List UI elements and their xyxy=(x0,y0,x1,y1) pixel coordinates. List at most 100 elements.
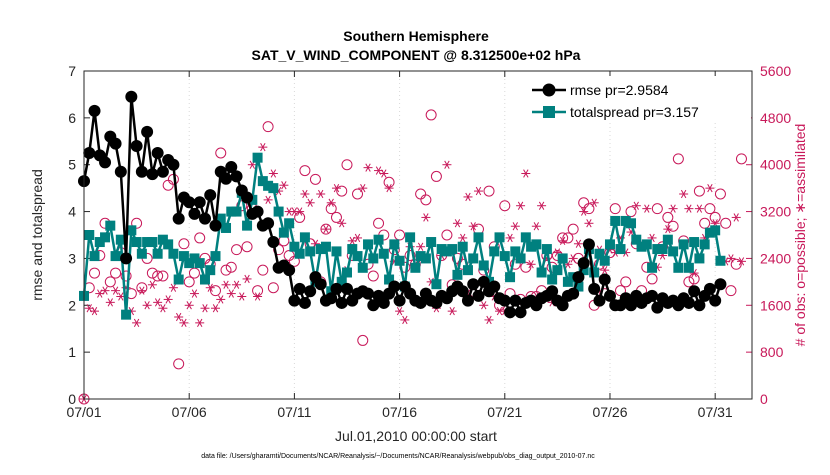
asterisk-stroke xyxy=(254,292,261,301)
possible-point xyxy=(120,270,132,282)
assimilated-point xyxy=(473,186,483,196)
assimilated-point xyxy=(353,233,363,243)
totalspread-point xyxy=(173,274,184,285)
totalspread-point xyxy=(373,234,384,245)
asterisk-stroke xyxy=(512,222,518,231)
rmse-point xyxy=(567,287,580,300)
asterisk-stroke xyxy=(481,301,487,310)
asterisk-stroke xyxy=(207,283,213,292)
assimilated-point xyxy=(305,198,315,207)
totalspread-point xyxy=(489,246,500,257)
totalspread-point xyxy=(378,248,389,259)
totalspread-point xyxy=(121,309,132,320)
totalspread-point xyxy=(610,215,621,226)
assimilated-point xyxy=(458,233,468,243)
rmse-point xyxy=(467,278,480,291)
asterisk-stroke xyxy=(91,306,98,316)
totalspread-point xyxy=(515,253,526,264)
totalspread-point xyxy=(420,253,431,264)
possible-point xyxy=(420,194,432,206)
rmse-point xyxy=(220,172,233,185)
totalspread-point xyxy=(294,248,305,259)
totalspread-point xyxy=(510,246,521,257)
y-right-tick-label: 1600 xyxy=(760,297,791,313)
y-left-tick-label: 2 xyxy=(68,297,76,313)
possible-point xyxy=(299,165,311,177)
totalspread-point xyxy=(426,237,437,248)
possible-point xyxy=(730,258,742,270)
assimilated-point xyxy=(210,304,220,313)
totalspread-point xyxy=(252,152,263,163)
possible-point xyxy=(373,217,385,229)
assimilated-point xyxy=(584,219,594,228)
x-tick-label: 07/16 xyxy=(382,404,417,420)
x-axis: 07/01 07/06 07/11 07/16 07/21 07/26 07/31 xyxy=(66,71,733,420)
assimilated-point xyxy=(200,304,210,313)
asterisk-stroke xyxy=(623,248,629,257)
assimilated-point xyxy=(468,222,478,231)
assimilated-point xyxy=(195,318,205,328)
totalspread-point xyxy=(184,258,195,269)
assimilated-point xyxy=(479,301,489,310)
legend: rmse pr=2.9584 totalspread pr=3.157 xyxy=(527,76,751,122)
assimilated-point xyxy=(174,312,184,322)
y-left-tick-label: 5 xyxy=(68,157,76,173)
totalspread-point xyxy=(110,251,121,262)
possible-point xyxy=(131,217,143,229)
rmse-point xyxy=(393,294,406,307)
asterisk-stroke xyxy=(633,201,639,210)
rmse-point xyxy=(298,296,311,309)
rmse-point xyxy=(230,170,243,183)
possible-point xyxy=(578,197,590,209)
totalspread-point xyxy=(163,239,174,250)
totalspread-point xyxy=(152,248,163,259)
totalspread-point xyxy=(331,246,342,257)
totalspread-point xyxy=(631,234,642,245)
totalspread-point xyxy=(357,262,368,273)
totalspread-point xyxy=(273,206,284,217)
possible-point xyxy=(735,153,747,165)
asterisk-stroke xyxy=(396,306,403,316)
possible-point xyxy=(557,232,569,244)
totalspread-point xyxy=(405,232,416,243)
assimilated-point xyxy=(379,169,389,178)
totalspread-point xyxy=(299,232,310,243)
rmse-point xyxy=(135,165,148,178)
rmse-point xyxy=(109,137,122,150)
rmse-point xyxy=(703,282,716,295)
possible-point xyxy=(330,211,342,223)
rmse-point xyxy=(204,189,217,202)
asterisk-stroke xyxy=(691,268,697,278)
possible-point xyxy=(699,217,711,229)
possible-point xyxy=(188,267,200,279)
rmse-point xyxy=(572,271,585,284)
totalspread-point xyxy=(305,246,316,257)
totalspread-point xyxy=(499,251,510,262)
totalspread-point xyxy=(268,183,279,194)
possible-point xyxy=(162,179,174,191)
x-tick-label: 07/26 xyxy=(592,404,627,420)
rmse-point xyxy=(651,301,664,314)
assimilated-point xyxy=(158,304,168,313)
assimilated-point xyxy=(295,207,305,216)
assimilated-point xyxy=(279,181,289,190)
asterisk-stroke xyxy=(175,312,182,322)
y-right-tick-label: 0 xyxy=(760,391,768,407)
assimilated-point xyxy=(416,242,426,251)
totalspread-point xyxy=(189,253,200,264)
rmse-point xyxy=(172,212,185,225)
asterisk-stroke xyxy=(307,198,313,207)
assimilated-point xyxy=(642,204,652,213)
y-left-tick-label: 1 xyxy=(68,344,76,360)
asterisk-stroke xyxy=(228,289,234,298)
assimilated-point xyxy=(568,254,578,263)
asterisk-stroke xyxy=(686,204,692,213)
possible-point xyxy=(720,217,732,229)
totalspread-point xyxy=(284,218,295,229)
asterisk-stroke xyxy=(354,233,361,243)
asterisk-stroke xyxy=(270,169,277,178)
asterisk-stroke xyxy=(149,280,156,289)
totalspread-point xyxy=(199,274,210,285)
rmse-point xyxy=(582,238,595,251)
assimilated-point xyxy=(736,257,746,266)
